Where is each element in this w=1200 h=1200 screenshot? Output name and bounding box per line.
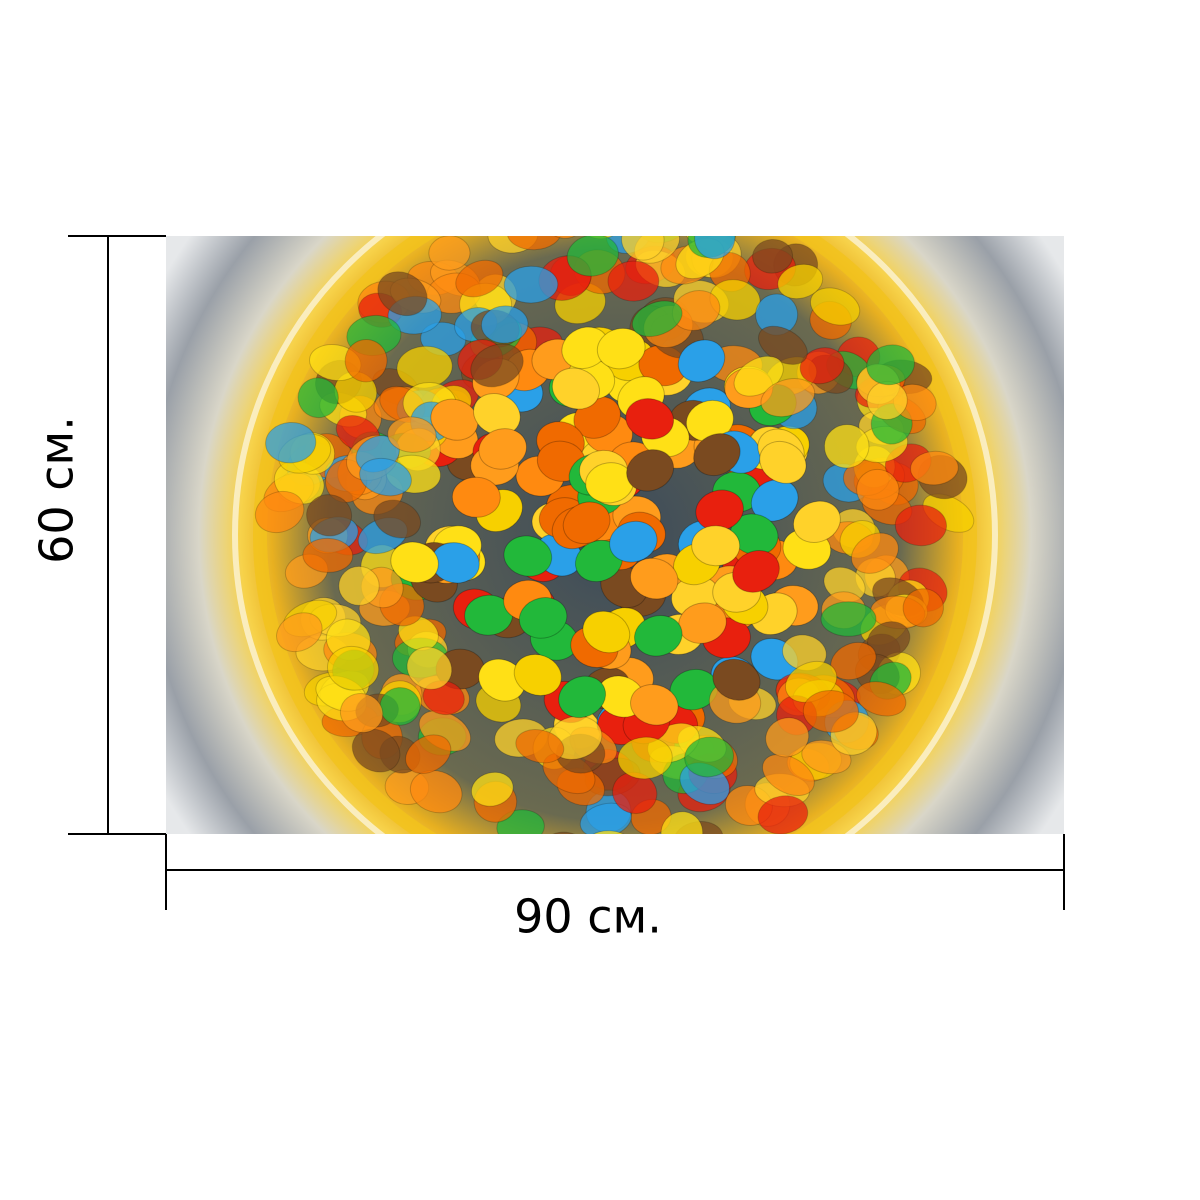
candy — [496, 809, 545, 834]
candy — [515, 729, 565, 764]
candy — [823, 424, 870, 469]
candy — [630, 684, 679, 726]
candy — [430, 398, 479, 441]
candy — [629, 557, 679, 600]
candy — [802, 689, 859, 733]
candy — [339, 693, 384, 733]
candy — [377, 271, 428, 317]
candy — [752, 238, 794, 274]
candy — [478, 428, 527, 470]
candy — [254, 490, 305, 534]
candy — [579, 802, 632, 834]
photo — [166, 236, 1064, 834]
candy — [625, 398, 675, 440]
candy — [856, 468, 900, 511]
candy — [428, 236, 471, 271]
width-label: 90 см. — [514, 890, 662, 944]
candy — [302, 537, 354, 573]
candy — [506, 236, 562, 251]
candy — [265, 421, 317, 464]
height-label: 60 см. — [30, 416, 84, 564]
candy — [902, 588, 944, 628]
candy — [373, 499, 422, 539]
candy — [765, 717, 810, 758]
candy — [338, 565, 380, 606]
candy — [684, 736, 735, 778]
candy — [344, 339, 388, 383]
candy — [910, 450, 959, 486]
candy — [503, 265, 559, 304]
candy — [582, 610, 631, 654]
candy — [760, 378, 816, 418]
candy — [478, 658, 526, 702]
candy — [562, 501, 611, 545]
candy — [297, 377, 339, 419]
candy — [621, 236, 665, 261]
candy — [732, 550, 780, 593]
candy — [551, 367, 600, 410]
candy — [799, 347, 845, 385]
candy — [757, 795, 809, 834]
candy — [609, 520, 658, 563]
candy — [470, 343, 524, 388]
candy — [578, 236, 626, 240]
candy — [626, 449, 675, 492]
candy — [693, 433, 741, 477]
candy — [480, 305, 529, 344]
candy — [617, 736, 673, 780]
candy — [543, 236, 586, 239]
candy — [473, 393, 521, 436]
candy — [276, 612, 323, 653]
candy — [634, 615, 683, 657]
candy — [792, 500, 841, 543]
candy — [405, 734, 452, 774]
candy — [631, 300, 683, 337]
jar-rim-highlight — [232, 236, 998, 834]
candy — [856, 681, 907, 717]
candy — [691, 525, 741, 567]
candy — [503, 535, 553, 577]
candy — [327, 645, 380, 691]
candy — [390, 541, 439, 584]
candy — [750, 479, 799, 522]
candy — [406, 646, 453, 690]
candy — [777, 263, 824, 300]
candy — [762, 754, 815, 796]
candy — [851, 532, 899, 574]
candy — [566, 236, 619, 277]
candy — [409, 769, 463, 814]
candy — [759, 440, 807, 484]
candy — [660, 811, 704, 834]
jar-rim — [253, 236, 977, 834]
candy — [451, 476, 501, 518]
candy — [359, 457, 412, 497]
candy — [607, 260, 660, 302]
candy — [894, 504, 947, 547]
candies — [254, 236, 975, 834]
candy — [596, 327, 646, 370]
candy — [712, 658, 761, 701]
candy — [866, 344, 915, 386]
candy — [694, 236, 736, 260]
candy — [809, 287, 861, 326]
candy — [351, 728, 401, 773]
candy — [387, 416, 437, 453]
candy — [820, 601, 877, 637]
candy — [306, 494, 353, 537]
candy — [677, 339, 726, 383]
candy — [470, 771, 514, 807]
candy — [558, 675, 607, 719]
candy — [580, 830, 638, 834]
candy — [518, 597, 568, 639]
candy — [513, 653, 562, 697]
candy — [455, 259, 504, 298]
